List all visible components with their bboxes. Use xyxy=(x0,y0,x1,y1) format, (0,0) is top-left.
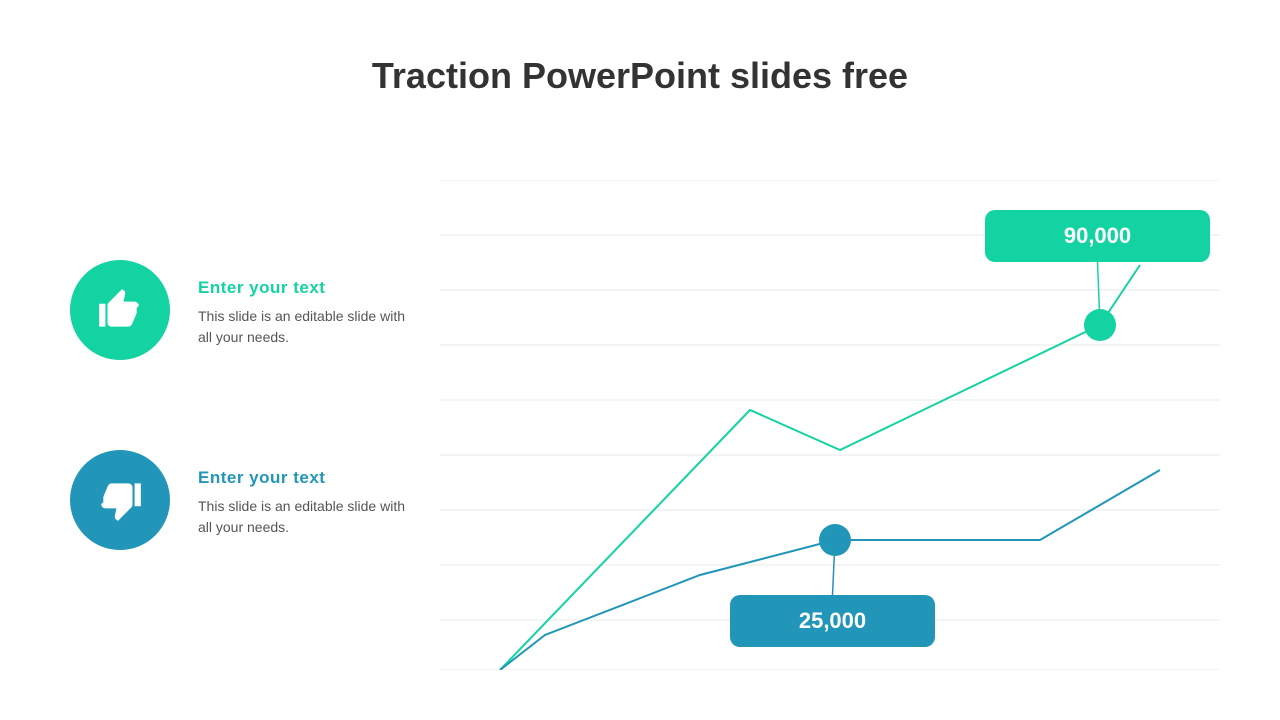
sidebar-item-text: Enter your text This slide is an editabl… xyxy=(198,450,418,538)
traction-chart: 90,000 25,000 xyxy=(440,180,1220,670)
callout-blue: 25,000 xyxy=(730,595,935,647)
sidebar-item-heading: Enter your text xyxy=(198,468,418,488)
sidebar-item-negative: Enter your text This slide is an editabl… xyxy=(70,450,430,550)
sidebar-item-description: This slide is an editable slide with all… xyxy=(198,496,418,538)
sidebar-item-heading: Enter your text xyxy=(198,278,418,298)
sidebar-item-description: This slide is an editable slide with all… xyxy=(198,306,418,348)
sidebar-item-positive: Enter your text This slide is an editabl… xyxy=(70,260,430,360)
thumbs-up-icon xyxy=(70,260,170,360)
thumbs-down-icon xyxy=(70,450,170,550)
sidebar: Enter your text This slide is an editabl… xyxy=(70,260,430,640)
page-title: Traction PowerPoint slides free xyxy=(0,55,1280,97)
sidebar-item-text: Enter your text This slide is an editabl… xyxy=(198,260,418,348)
callout-green: 90,000 xyxy=(985,210,1210,262)
